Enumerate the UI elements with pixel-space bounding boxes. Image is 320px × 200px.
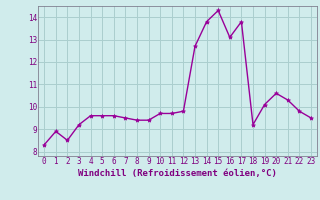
X-axis label: Windchill (Refroidissement éolien,°C): Windchill (Refroidissement éolien,°C): [78, 169, 277, 178]
